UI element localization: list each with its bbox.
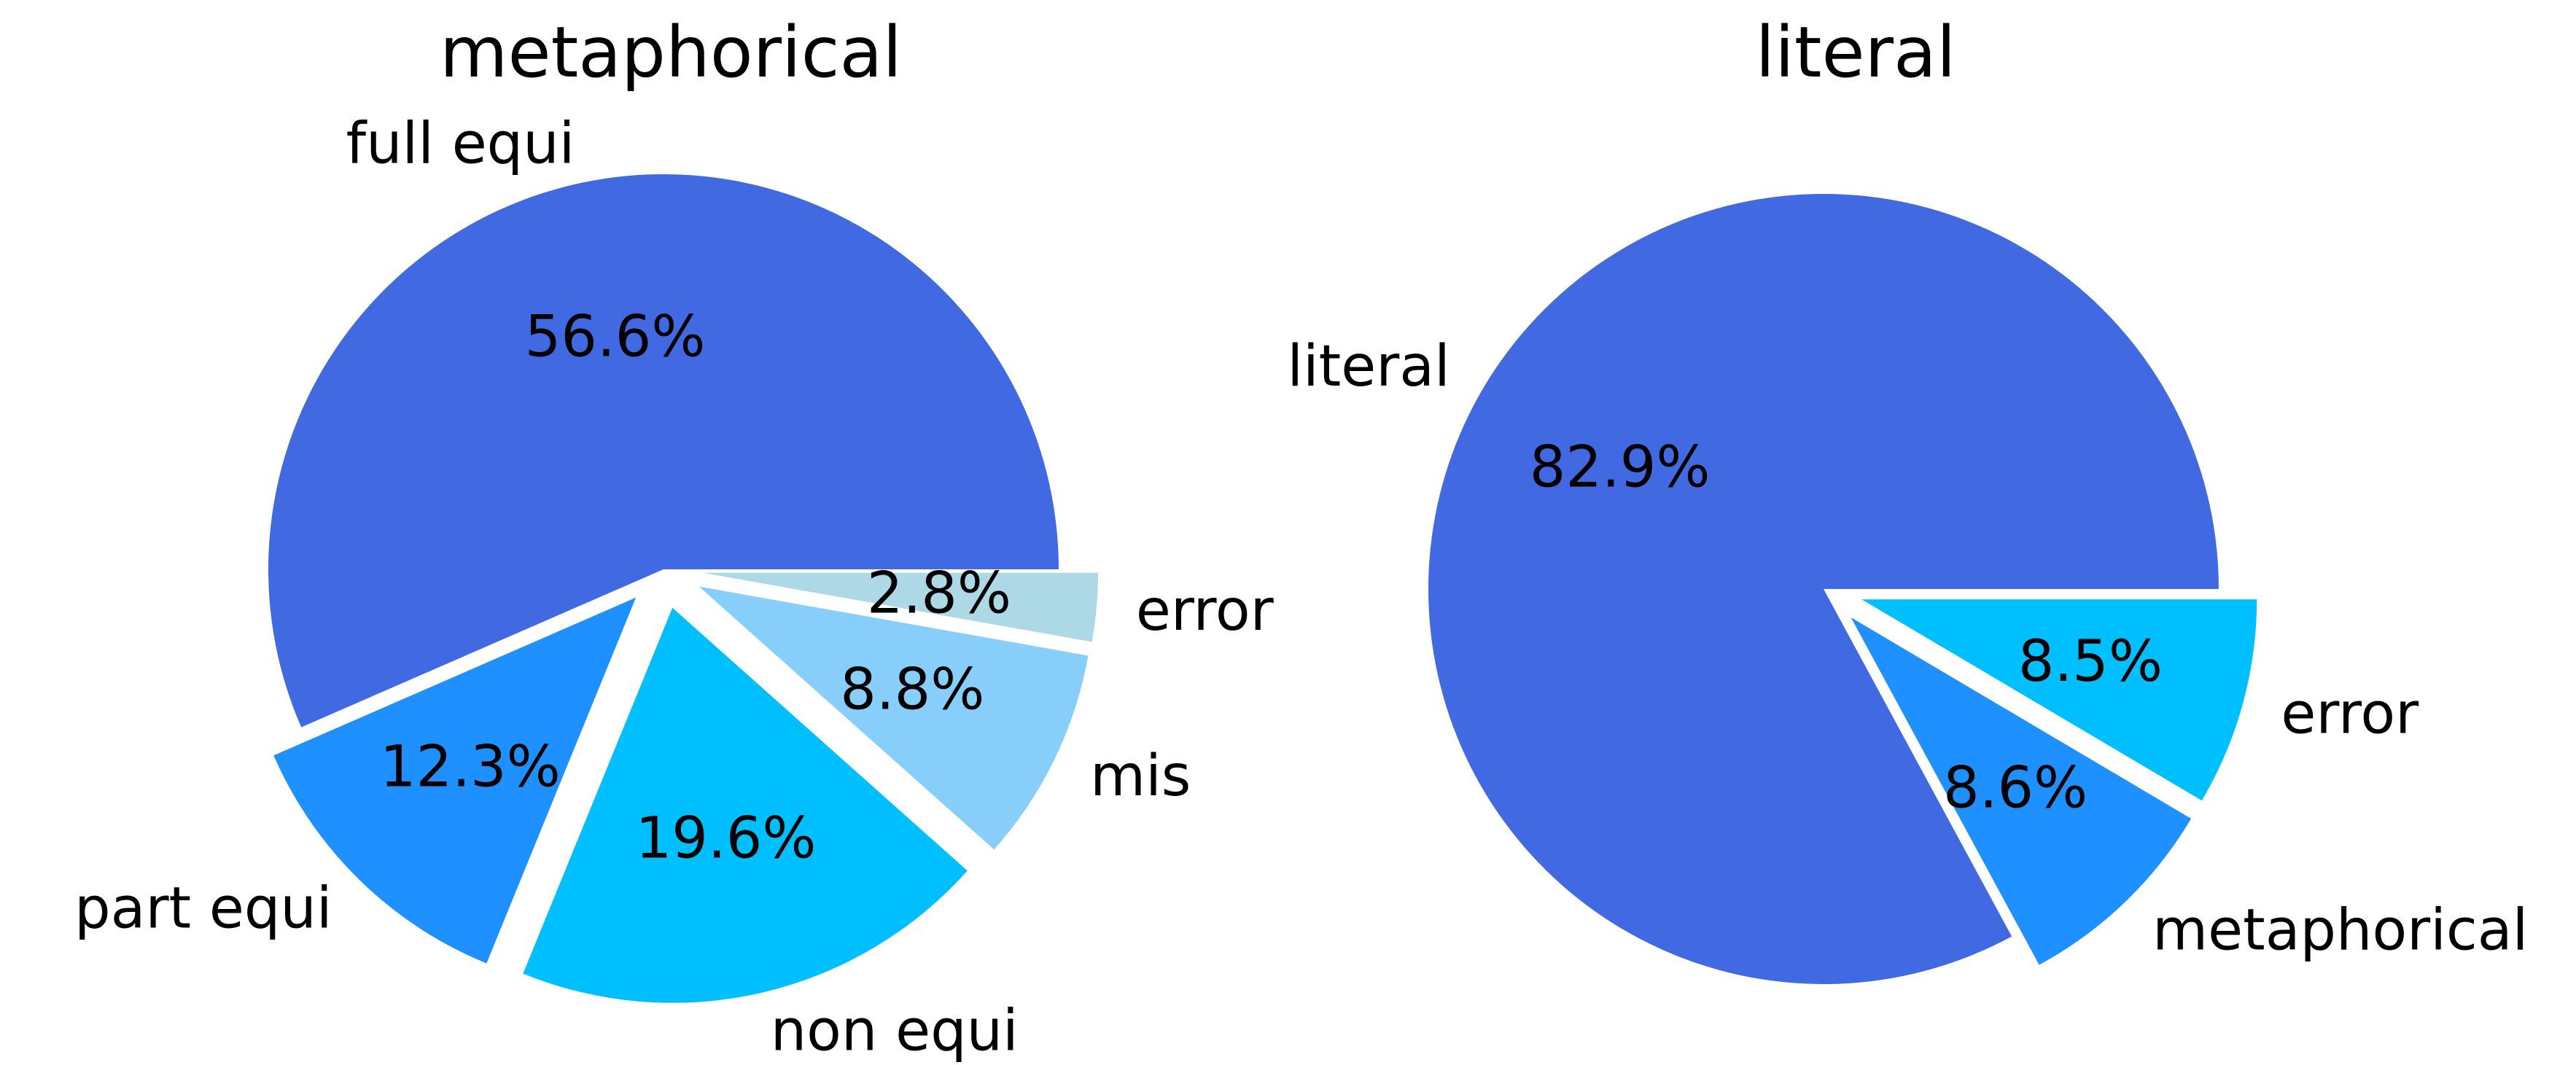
pct-label-error: 2.8% bbox=[867, 561, 1011, 626]
slice-label-literal: literal bbox=[1287, 334, 1450, 399]
pie-slice-non-equi bbox=[523, 607, 968, 1003]
slice-label-non-equi: non equi bbox=[771, 999, 1019, 1064]
pct-label-error: 8.5% bbox=[2018, 629, 2163, 695]
chart-title-literal: literal bbox=[1755, 12, 1956, 93]
pie-slices-metaphorical bbox=[268, 174, 1098, 1003]
pct-label-literal: 82.9% bbox=[1530, 435, 1711, 501]
pie-slice-full-equi bbox=[268, 174, 1059, 727]
pie-slice-metaphorical bbox=[1851, 617, 2192, 965]
pct-label-part-equi: 12.3% bbox=[380, 734, 561, 800]
pct-label-non-equi: 19.6% bbox=[636, 806, 817, 872]
slice-label-mis: mis bbox=[1090, 744, 1191, 809]
pie-slice-mis bbox=[699, 586, 1089, 850]
chart-title-metaphorical: metaphorical bbox=[440, 12, 902, 93]
pie-slice-part-equi bbox=[273, 597, 637, 964]
pie-labels-metaphorical: 56.6% full equi 12.3% part equi 19.6% non equ… bbox=[74, 111, 1274, 1064]
pie-slices-literal bbox=[1428, 193, 2257, 984]
slice-label-part-equi: part equi bbox=[74, 875, 332, 941]
slice-label-full-equi: full equi bbox=[346, 111, 575, 176]
pie-chart-metaphorical: metaphorical 56.6% full equi 12.3% part equ… bbox=[74, 12, 1274, 1064]
pie-slice-literal bbox=[1428, 193, 2219, 984]
pie-slice-error bbox=[1861, 599, 2257, 801]
pct-label-mis: 8.8% bbox=[840, 658, 984, 723]
pct-label-metaphorical: 8.6% bbox=[1943, 755, 2087, 821]
slice-label-error: error bbox=[1136, 578, 1275, 644]
slice-label-error: error bbox=[2281, 682, 2419, 747]
pie-chart-literal: literal 82.9% literal 8.6% metaphorical 8.5%… bbox=[1287, 12, 2528, 984]
pct-label-full-equi: 56.6% bbox=[525, 305, 706, 370]
pie-slice-error bbox=[702, 572, 1098, 642]
pie-labels-literal: 82.9% literal 8.6% metaphorical 8.5% error bbox=[1287, 334, 2528, 964]
slice-label-metaphorical: metaphorical bbox=[2152, 897, 2528, 963]
